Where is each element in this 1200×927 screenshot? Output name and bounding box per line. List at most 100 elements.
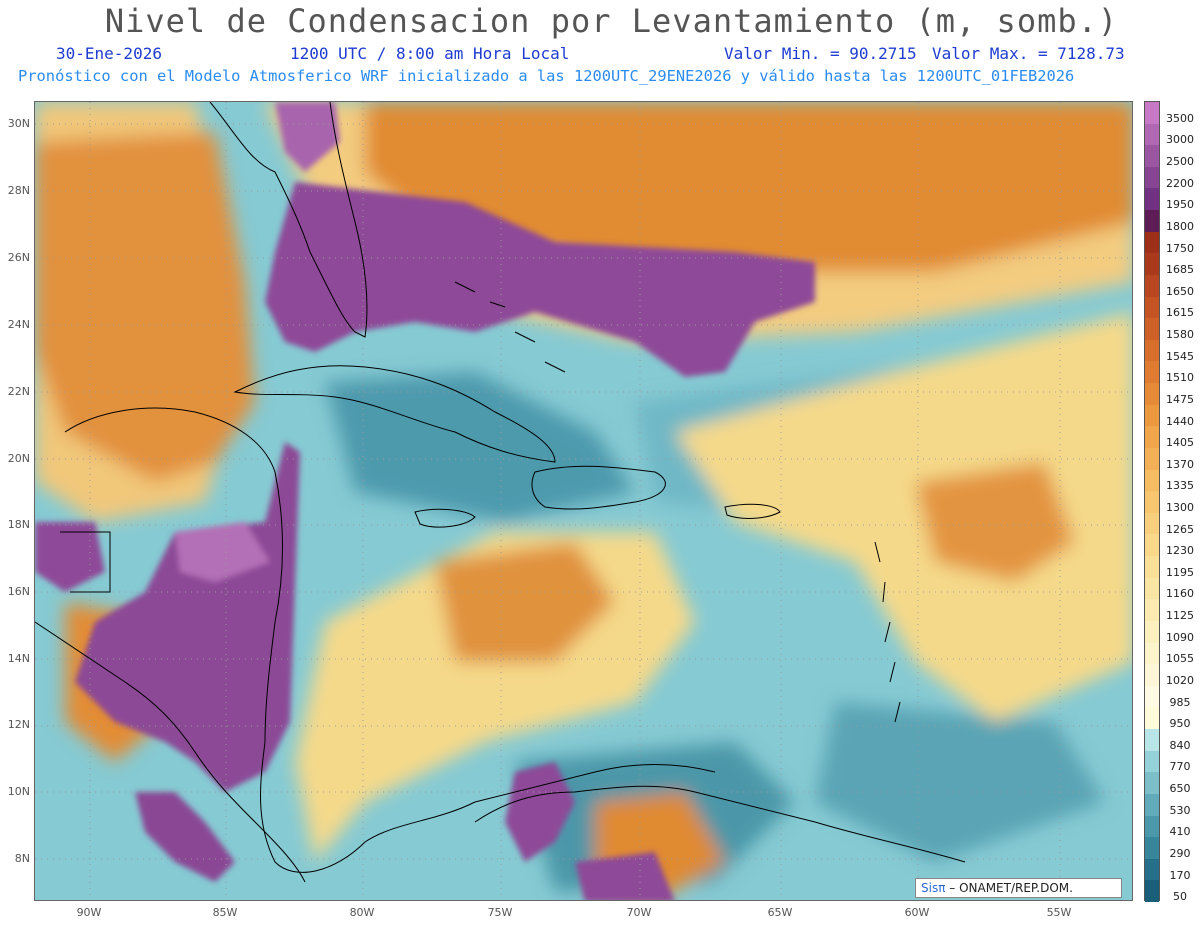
colorbar-segment — [1145, 491, 1159, 514]
map-title: Nivel de Condensacion por Levantamiento … — [104, 2, 1119, 40]
purple-bahamas — [265, 182, 815, 377]
colorbar-label: 1545 — [1166, 349, 1194, 363]
colorbar-label: 1405 — [1166, 436, 1194, 450]
colorbar — [1144, 101, 1160, 903]
lat-label: 8N — [14, 852, 30, 865]
colorbar-segment — [1145, 123, 1159, 146]
colorbar-segment — [1145, 880, 1159, 903]
colorbar-segment — [1145, 404, 1159, 427]
colorbar-segment — [1145, 426, 1159, 449]
forecast-time: 1200 UTC / 8:00 am Hora Local — [290, 44, 570, 63]
lon-label: 80W — [349, 906, 375, 919]
colorbar-segment — [1145, 318, 1159, 341]
cuba-coast — [233, 365, 556, 463]
colorbar-label: 985 — [1169, 695, 1191, 709]
south-america-coast — [474, 785, 966, 863]
coastlines — [35, 102, 966, 883]
colorbar-label: 3000 — [1166, 133, 1194, 147]
colorbar-label: 1510 — [1166, 371, 1194, 385]
map-field — [35, 102, 1132, 900]
state-border — [60, 531, 111, 593]
colorbar-segment — [1145, 620, 1159, 644]
lat-label: 12N — [7, 718, 30, 731]
credit-box: Sisπ – ONAMET/REP.DOM. — [915, 878, 1122, 898]
colorbar-segment — [1145, 599, 1159, 622]
colorbar-label: 1615 — [1166, 306, 1194, 320]
max-value: Valor Max. = 7128.73 — [932, 44, 1125, 63]
colorbar-segment — [1145, 793, 1159, 816]
graticule — [35, 102, 1132, 900]
lat-label: 28N — [7, 184, 30, 197]
lat-label: 26N — [7, 251, 30, 264]
colorbar-segment — [1145, 383, 1159, 406]
colorbar-segment — [1145, 534, 1159, 557]
orange-west — [35, 132, 255, 482]
bahamas-islands — [454, 281, 566, 373]
colorbar-label: 1950 — [1166, 198, 1194, 212]
yucatan-coast — [64, 407, 716, 873]
colorbar-label: 1650 — [1166, 284, 1194, 298]
colorbar-segment — [1145, 685, 1159, 708]
colorbar-segment — [1145, 210, 1159, 233]
colorbar-label: 1020 — [1166, 673, 1194, 687]
colorbar-segment — [1145, 642, 1159, 665]
lat-label: 18N — [7, 518, 30, 531]
purple-colombia — [505, 762, 575, 862]
teal-dark-se — [815, 702, 1105, 862]
colorbar-label: 290 — [1169, 846, 1191, 860]
colorbar-segment — [1145, 512, 1159, 535]
colorbar-label: 1685 — [1166, 263, 1194, 277]
florida-coast — [209, 102, 368, 338]
purple-guatemala — [35, 522, 105, 592]
colorbar-label: 1300 — [1166, 501, 1194, 514]
colorbar-label: 530 — [1169, 803, 1191, 817]
colorbar-label: 1800 — [1166, 219, 1194, 233]
colorbar-segment — [1145, 837, 1159, 860]
colorbar-label: 1335 — [1166, 479, 1194, 493]
colorbar-label: 1195 — [1166, 565, 1194, 579]
colorbar-label: 950 — [1169, 717, 1191, 731]
colorbar-label: 1125 — [1166, 609, 1194, 623]
teal-dark-cuba — [325, 372, 635, 522]
colorbar-segment — [1145, 361, 1159, 384]
colorbar-segment — [1145, 339, 1159, 362]
colorbar-segment — [1145, 166, 1159, 189]
colorbar-label: 2500 — [1166, 155, 1194, 169]
lat-label: 14N — [7, 652, 30, 665]
orange-atlantic — [915, 462, 1075, 582]
lat-label: 30N — [7, 117, 30, 130]
credit-brand: Sisπ — [921, 881, 946, 895]
colorbar-segment — [1145, 664, 1159, 687]
purple-venezuela — [575, 852, 675, 900]
colorbar-label: 1580 — [1166, 328, 1194, 342]
colorbar-label: 1160 — [1166, 587, 1194, 601]
colorbar-label: 1090 — [1166, 630, 1194, 644]
puerto-rico-coast — [724, 503, 781, 519]
colorbar-label: 170 — [1169, 868, 1191, 882]
orange-caribbean — [435, 542, 615, 662]
colorbar-segment — [1145, 274, 1159, 298]
colorbar-segment — [1145, 707, 1159, 730]
colorbar-label: 1370 — [1166, 457, 1194, 471]
colorbar-segment — [1145, 750, 1159, 773]
colorbar-label: 410 — [1169, 825, 1191, 839]
orange-north — [365, 102, 1132, 272]
jamaica-coast — [414, 508, 476, 528]
colorbar-segment — [1145, 231, 1159, 254]
colorbar-label: 840 — [1169, 738, 1191, 752]
purple-florida-n — [275, 102, 340, 172]
map-panel — [34, 101, 1133, 901]
forecast-date: 30-Ene-2026 — [56, 44, 162, 63]
lat-label: 10N — [7, 785, 30, 798]
colorbar-segment — [1145, 296, 1159, 319]
lon-label: 65W — [767, 906, 793, 919]
colorbar-label: 1265 — [1166, 522, 1194, 536]
lat-label: 16N — [7, 585, 30, 598]
colorbar-label: 1230 — [1166, 544, 1194, 558]
colorbar-label: 50 — [1173, 890, 1187, 904]
colorbar-label: 770 — [1169, 760, 1191, 774]
colorbar-label: 650 — [1169, 782, 1191, 796]
lesser-antilles — [874, 541, 901, 723]
lat-label: 22N — [7, 385, 30, 398]
colorbar-segment — [1145, 102, 1159, 125]
